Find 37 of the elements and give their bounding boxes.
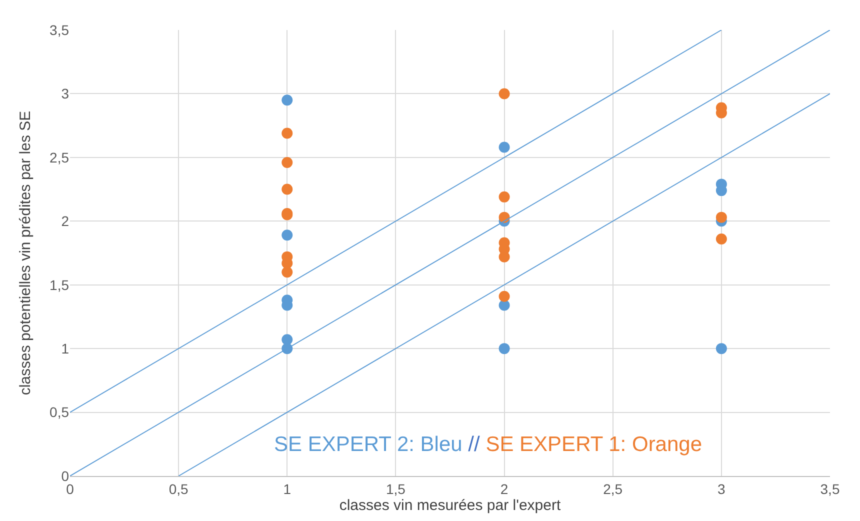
y-axis-title: classes potentielles vin prédites par les SE (16, 110, 34, 396)
point (282, 94, 293, 106)
x-tick-label: 0,5 (168, 480, 189, 497)
y-tick-label: 2 (61, 213, 70, 230)
point (282, 334, 293, 346)
point (498, 191, 510, 202)
text: SE EXPERT 2: Bleu (274, 433, 462, 456)
point (716, 343, 727, 354)
point (498, 290, 510, 302)
y-tick-label: 3,5 (50, 22, 70, 38)
x-tick-label: 2,5 (603, 480, 623, 497)
y-tick-label: 0 (61, 468, 70, 484)
point (716, 212, 727, 223)
text: SE EXPERT 1: Orange (486, 433, 702, 456)
x-axis-title: classes vin mesurées par l'expert (339, 496, 562, 514)
x-tick-label: 2 (500, 480, 508, 497)
point (282, 128, 293, 139)
point (282, 266, 293, 278)
point (282, 230, 293, 241)
annotation: // (468, 433, 480, 456)
point (282, 157, 293, 168)
point (498, 251, 510, 262)
y-tick-label: 2,5 (50, 149, 70, 166)
point (498, 88, 510, 100)
x-tick-label: 3 (718, 480, 726, 497)
y-tick-label: 3 (61, 86, 70, 102)
y-tick-label: 1 (61, 340, 70, 356)
x-tick-label: 1,5 (386, 480, 406, 497)
point (498, 142, 510, 153)
x-tick-label: 1 (283, 480, 292, 497)
point (716, 233, 727, 244)
y-tick-label: 0,5 (50, 404, 70, 420)
point (498, 212, 510, 223)
x-tick-label: 3,5 (820, 480, 840, 497)
y-tick-label: 1,5 (50, 276, 70, 293)
point (498, 343, 510, 354)
point (282, 184, 293, 195)
